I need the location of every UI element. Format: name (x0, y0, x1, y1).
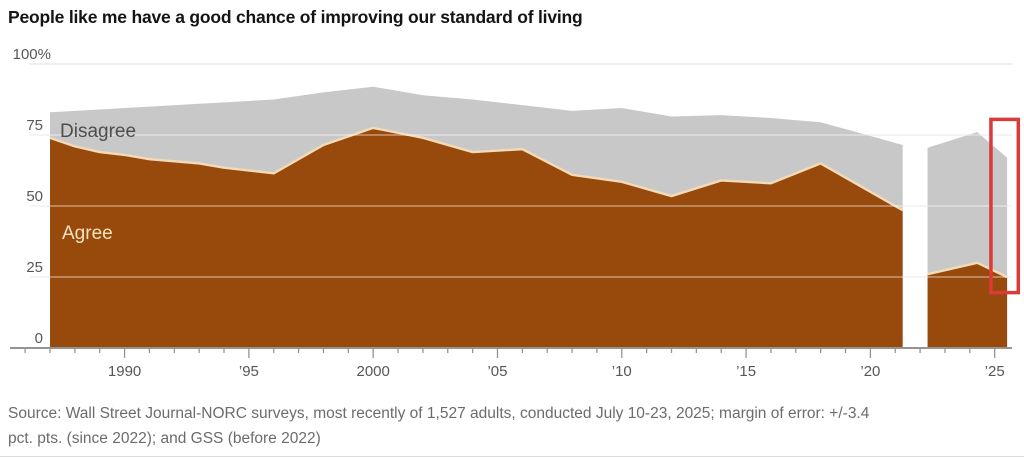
y-axis-label: 0 (35, 330, 43, 347)
x-axis-label: ’95 (239, 363, 259, 380)
disagree-area-gss (50, 86, 903, 211)
source-note-line1: Source: Wall Street Journal-NORC surveys… (8, 405, 870, 422)
chart-title: People like me have a good chance of imp… (8, 7, 583, 27)
x-axis-label: ’10 (612, 363, 632, 380)
x-axis-label: ’05 (487, 363, 507, 380)
x-axis-label: ’20 (860, 363, 880, 380)
x-axis-label: 2000 (356, 363, 389, 380)
agree-area-gss (50, 127, 903, 349)
agree-line-gss (49, 126, 904, 212)
agree-area-wsj (927, 262, 1008, 348)
disagree-area-wsj (927, 132, 1008, 277)
y-axis-label: 50 (26, 188, 43, 205)
stacked-area-chart-canvas: 1990 ’95 2000 ’05 ’10 ’15 ’20 ’25 100% 75 50 25 0 (10, 46, 1021, 380)
y-axis-label: 25 (26, 259, 43, 276)
source-note: Source: Wall Street Journal-NORC surveys… (8, 401, 1020, 451)
y-axis-label: 100% (13, 46, 51, 63)
agree-line-wsj (927, 261, 1008, 279)
highlight-box (989, 117, 1021, 295)
x-axis-label: ’15 (736, 363, 756, 380)
x-axis-label: ’25 (985, 363, 1005, 380)
x-axis-label: 1990 (108, 363, 141, 380)
source-note-line2: pct. pts. (since 2022); and GSS (before … (8, 430, 321, 447)
y-axis-label: 75 (26, 117, 43, 134)
